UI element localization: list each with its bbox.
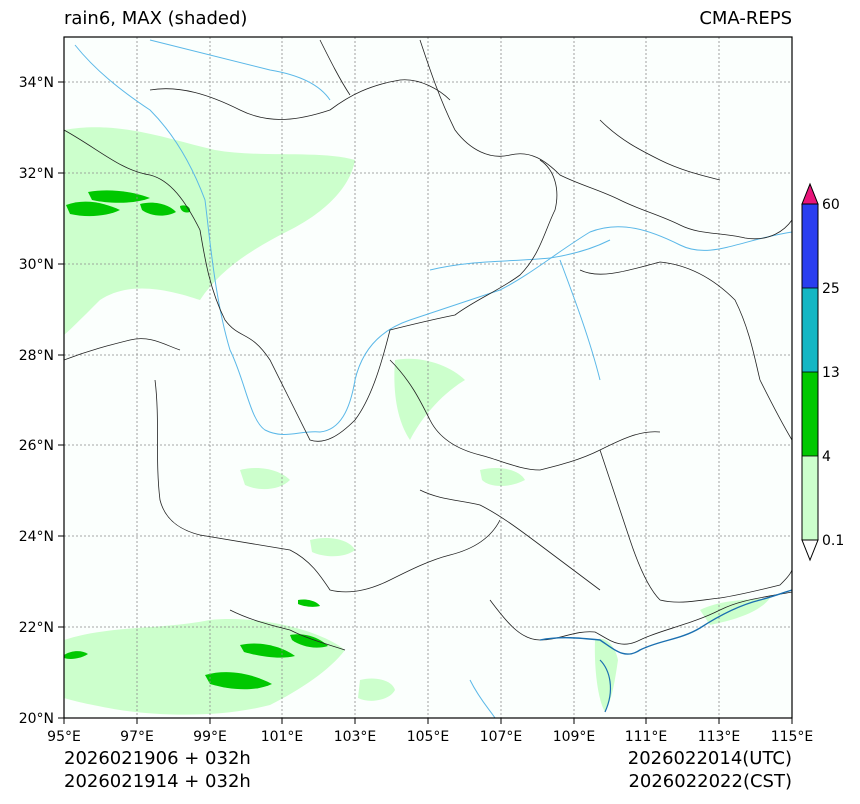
hainan-coast <box>599 659 612 713</box>
x-tick-label: 103°E <box>334 729 377 745</box>
graticule <box>64 37 792 718</box>
model-name: CMA-REPS <box>699 8 792 29</box>
x-tick-label: 113°E <box>698 729 741 745</box>
x-tick-label: 101°E <box>261 729 304 745</box>
colorbar-label: 0.1 <box>822 533 844 549</box>
colorbar-segment-4 <box>802 204 818 288</box>
colorbar-segment-2 <box>802 372 818 456</box>
valid-time-utc: 2026022014(UTC) <box>627 748 792 769</box>
boundaries <box>63 39 793 651</box>
x-tick-label: 105°E <box>407 729 450 745</box>
x-tick-label: 109°E <box>553 729 596 745</box>
x-tick-labels: 95°E 97°E 99°E 101°E 103°E 105°E 107°E 1… <box>47 729 813 745</box>
valid-time-cst: 2026022022(CST) <box>628 771 792 792</box>
rivers <box>74 39 793 719</box>
colorbar-segment-1 <box>802 456 818 540</box>
y-tick-labels: 20°N 22°N 24°N 26°N 28°N 30°N 32°N 34°N <box>19 75 54 727</box>
x-tick-label: 97°E <box>120 729 154 745</box>
y-tick-label: 34°N <box>19 75 54 91</box>
colorbar-label: 13 <box>822 365 840 381</box>
rain-light-patches <box>64 127 770 715</box>
y-tick-label: 30°N <box>19 257 54 273</box>
rain-moderate-patches <box>64 190 328 690</box>
colorbar-segment-3 <box>802 288 818 372</box>
x-tick-label: 111°E <box>625 729 668 745</box>
colorbar-label: 25 <box>822 281 840 297</box>
y-tick-label: 24°N <box>19 529 54 545</box>
x-tick-label: 115°E <box>771 729 814 745</box>
colorbar-labels: 0.1 4 13 25 60 <box>822 197 844 549</box>
colorbar-under-arrow <box>801 539 819 562</box>
x-tick-label: 95°E <box>47 729 81 745</box>
coastline <box>539 589 793 655</box>
y-tick-marks <box>58 81 64 719</box>
y-tick-label: 32°N <box>19 166 54 182</box>
y-tick-label: 22°N <box>19 620 54 636</box>
colorbar-label: 60 <box>822 197 840 213</box>
map-title: rain6, MAX (shaded) <box>64 8 248 29</box>
init-time-utc: 2026021906 + 032h <box>64 748 251 769</box>
colorbar-label: 4 <box>822 449 831 465</box>
init-time-cst: 2026021914 + 032h <box>64 771 251 792</box>
colorbar: 0.1 4 13 25 60 <box>801 182 844 562</box>
y-tick-label: 28°N <box>19 348 54 364</box>
x-tick-label: 107°E <box>480 729 523 745</box>
y-tick-label: 26°N <box>19 438 54 454</box>
y-tick-label: 20°N <box>19 711 54 727</box>
x-tick-label: 99°E <box>193 729 227 745</box>
colorbar-over-arrow <box>801 182 819 205</box>
x-tick-marks <box>63 718 793 724</box>
